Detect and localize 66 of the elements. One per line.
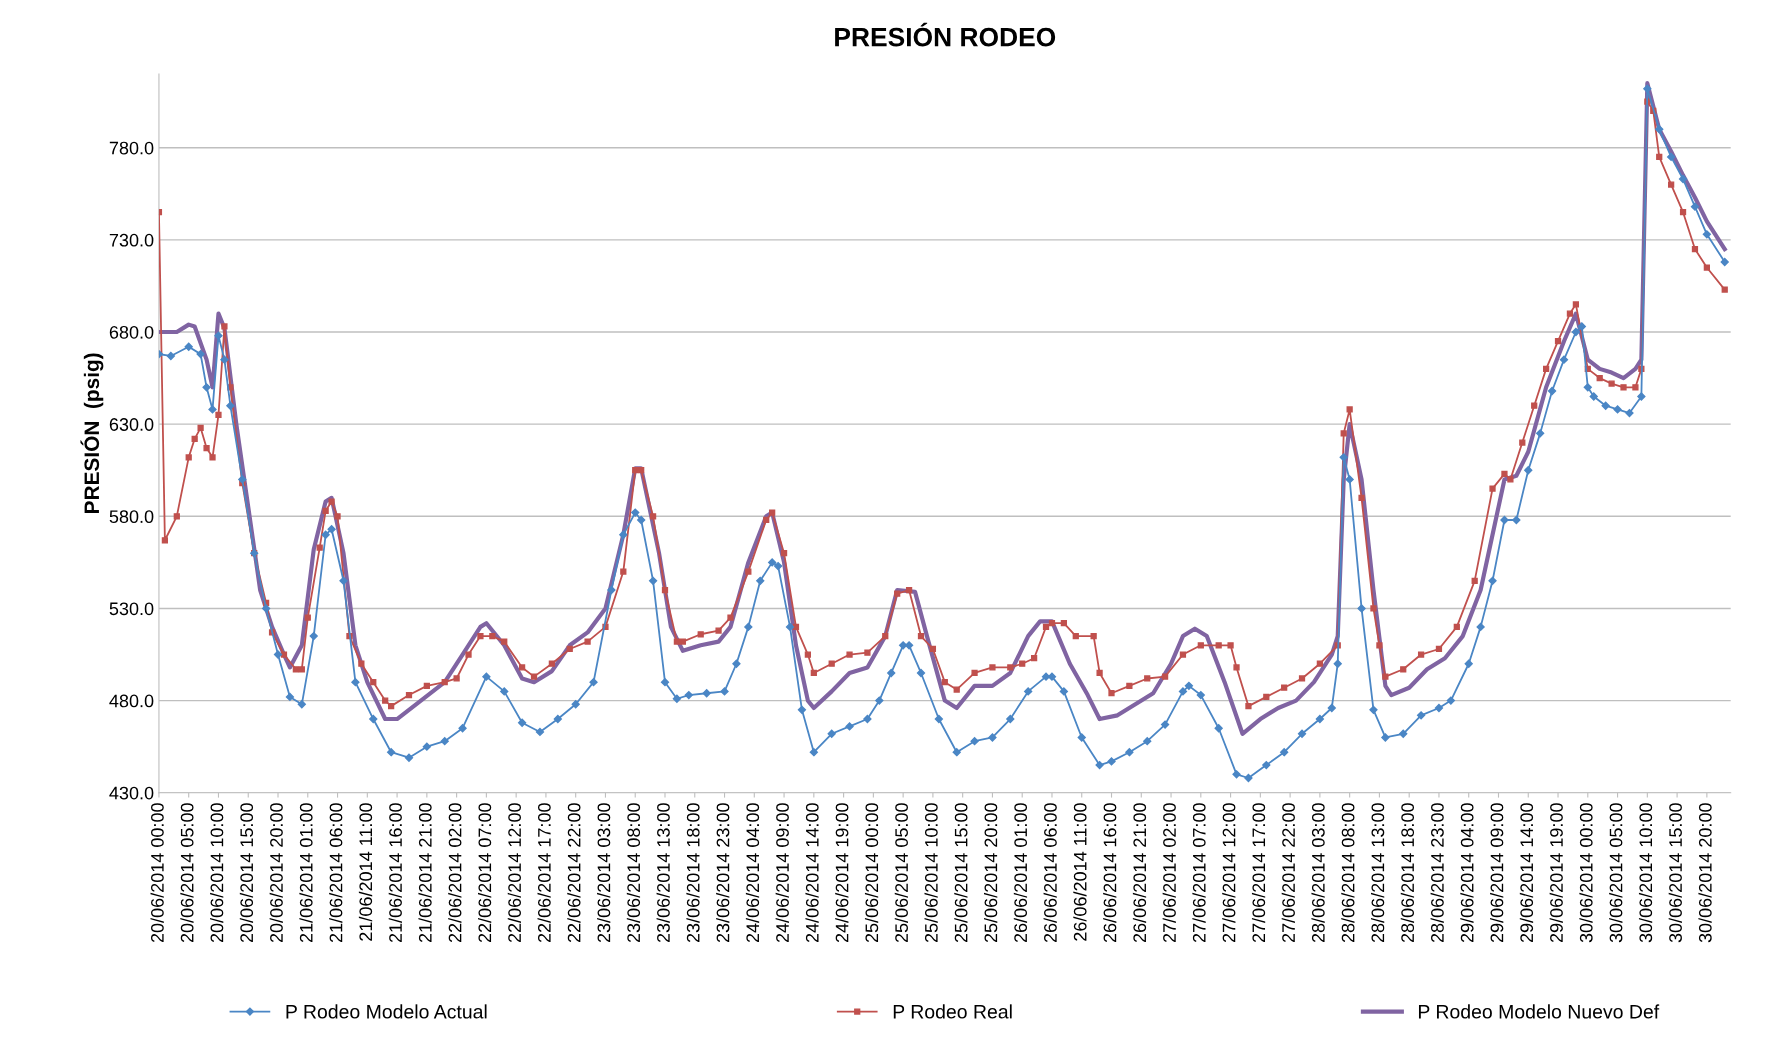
x-tick-label: 27/06/2014 02:00 [1162,803,1176,943]
x-tick-label: 24/06/2014 14:00 [805,803,819,943]
x-tick-label: 29/06/2014 04:00 [1460,803,1474,943]
x-tick-label: 21/06/2014 01:00 [299,803,313,943]
x-tick-label: 30/06/2014 10:00 [1638,803,1653,943]
x-tick-label: 23/06/2014 13:00 [656,803,670,943]
x-tick-label: 21/06/2014 06:00 [329,803,343,943]
x-tick-label: 28/06/2014 03:00 [1311,803,1325,943]
x-tick-label: 21/06/2014 21:00 [418,803,432,943]
x-tick-label: 30/06/2014 15:00 [1668,803,1682,943]
x-tick-label: 25/06/2014 20:00 [984,803,998,943]
x-tick-label: 27/06/2014 07:00 [1192,803,1206,943]
x-tick-label: 30/06/2014 05:00 [1609,803,1623,943]
x-tick-label: 29/06/2014 19:00 [1549,803,1563,943]
x-tick-label: 20/06/2014 20:00 [269,803,283,943]
x-tick-label: 24/06/2014 04:00 [745,803,760,943]
x-tick-label: 22/06/2014 12:00 [507,803,521,943]
y-tick-label: 530.0 [109,602,154,616]
x-tick-label: 20/06/2014 05:00 [180,803,194,943]
x-tick-label: 23/06/2014 03:00 [597,803,611,943]
x-tick-label: 23/06/2014 18:00 [686,803,700,943]
y-axis-title: PRESIÓN (psig) [80,353,104,513]
x-tick-label: 27/06/2014 17:00 [1251,803,1266,943]
x-tick-label: 25/06/2014 15:00 [954,803,968,943]
x-tick-label: 20/06/2014 00:00 [150,803,164,943]
y-tick-label: 680.0 [109,325,154,339]
legend-label: P Rodeo Modelo Nuevo Def [1418,1004,1660,1019]
x-tick-label: 22/06/2014 02:00 [448,803,462,943]
x-tick-label: 24/06/2014 19:00 [835,803,849,943]
y-tick-label: 580.0 [109,510,154,524]
y-tick-label: 730.0 [109,233,154,247]
x-tick-label: 27/06/2014 12:00 [1222,803,1236,943]
x-tick-label: 22/06/2014 07:00 [477,803,492,943]
x-tick-label: 22/06/2014 22:00 [567,803,581,943]
y-tick-label: 430.0 [109,786,154,800]
legend-label: P Rodeo Modelo Actual [286,1004,487,1019]
x-tick-label: 22/06/2014 17:00 [537,803,551,943]
x-tick-label: 29/06/2014 09:00 [1490,803,1504,943]
x-tick-label: 21/06/2014 16:00 [388,803,402,943]
x-tick-label: 28/06/2014 13:00 [1371,803,1385,943]
x-tick-label: 28/06/2014 23:00 [1430,803,1444,943]
legend-label: P Rodeo Real [893,1004,1012,1019]
x-tick-label: 24/06/2014 09:00 [775,803,789,943]
x-tick-label: 23/06/2014 23:00 [716,803,730,943]
x-tick-label: 26/06/2014 16:00 [1103,803,1117,943]
x-tick-label: 26/06/2014 11:00 [1073,803,1087,941]
x-tick-label: 28/06/2014 08:00 [1341,803,1355,943]
x-tick-label: 20/06/2014 15:00 [239,803,254,943]
x-tick-label: 25/06/2014 05:00 [894,803,908,943]
x-tick-label: 21/06/2014 11:00 [358,803,373,941]
x-tick-label: 26/06/2014 06:00 [1043,803,1057,943]
x-tick-label: 26/06/2014 21:00 [1132,803,1147,943]
x-tick-label: 25/06/2014 00:00 [864,803,879,943]
x-tick-label: 20/06/2014 10:00 [210,803,224,943]
x-tick-label: 23/06/2014 08:00 [626,803,641,943]
x-tick-label: 30/06/2014 00:00 [1579,803,1593,943]
y-tick-label: 480.0 [109,694,154,708]
x-tick-label: 25/06/2014 10:00 [924,803,938,943]
chart-title: PRESIÓN RODEO [835,22,1056,47]
x-tick-label: 26/06/2014 01:00 [1013,803,1028,943]
x-tick-label: 30/06/2014 20:00 [1698,803,1712,943]
x-tick-label: 29/06/2014 14:00 [1519,803,1534,943]
x-tick-label: 28/06/2014 18:00 [1400,803,1415,943]
y-tick-label: 630.0 [109,418,154,431]
x-tick-label: 27/06/2014 22:00 [1281,803,1295,943]
y-tick-label: 780.0 [109,141,154,155]
